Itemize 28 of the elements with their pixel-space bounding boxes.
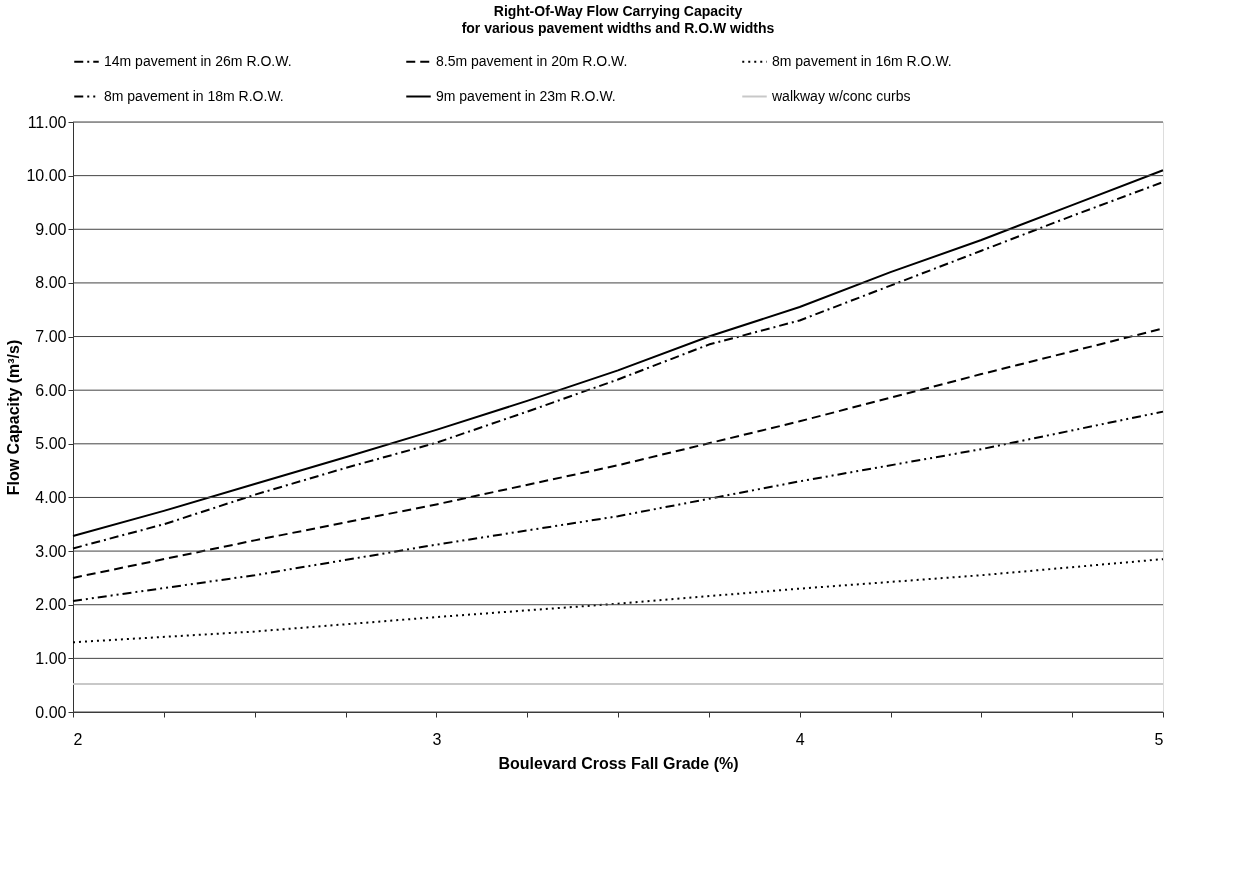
y-tick-label: 2.00 xyxy=(35,596,67,614)
legend-label: 14m pavement in 26m R.O.W. xyxy=(104,52,292,69)
legend-label: 9m pavement in 23m R.O.W. xyxy=(436,87,616,104)
line-series xyxy=(72,558,1164,644)
legend-label: walkway w/conc curbs xyxy=(771,87,911,104)
chart-title: Right-Of-Way Flow Carrying Capacity xyxy=(493,3,743,19)
x-tick-label: 3 xyxy=(432,730,442,748)
y-tick-label: 1.00 xyxy=(35,649,67,667)
x-tick-label: 4 xyxy=(795,730,805,748)
y-tick-label: 7.00 xyxy=(35,328,67,346)
legend-label: 8m pavement in 18m R.O.W. xyxy=(104,87,284,104)
legend-label: 8.5m pavement in 20m R.O.W. xyxy=(436,52,628,69)
line-series xyxy=(72,410,1164,602)
x-tick-label: 5 xyxy=(1154,730,1164,748)
y-tick-label: 10.00 xyxy=(26,167,67,185)
y-axis-title: Flow Capacity (m³/s) xyxy=(5,339,23,496)
y-tick-label: 3.00 xyxy=(35,542,67,560)
legend-label: 8m pavement in 16m R.O.W. xyxy=(772,52,952,69)
chart-subtitle: for various pavement widths and R.O.W widths xyxy=(461,20,775,36)
y-tick-label: 5.00 xyxy=(35,435,67,453)
x-tick-label: 2 xyxy=(73,730,83,748)
y-tick-label: 11.00 xyxy=(27,113,67,131)
y-tick-label: 4.00 xyxy=(35,488,67,506)
y-tick-label: 8.00 xyxy=(35,274,67,292)
x-axis-title: Boulevard Cross Fall Grade (%) xyxy=(498,754,739,772)
y-tick-label: 9.00 xyxy=(35,220,67,238)
y-tick-label: 0.00 xyxy=(35,703,67,721)
y-tick-label: 6.00 xyxy=(35,381,67,399)
